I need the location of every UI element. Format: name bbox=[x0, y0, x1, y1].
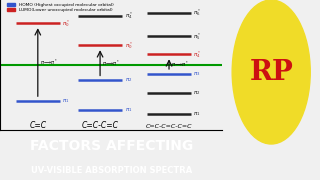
Text: $\pi_1$: $\pi_1$ bbox=[194, 110, 201, 118]
Text: FACTORS AFFECTING: FACTORS AFFECTING bbox=[29, 139, 193, 153]
Text: C=C-C=C-C=C: C=C-C=C-C=C bbox=[146, 124, 192, 129]
Text: C=C-C=C: C=C-C=C bbox=[82, 121, 119, 130]
Text: $\pi_6^*$: $\pi_6^*$ bbox=[194, 8, 202, 18]
Text: $\pi_5^*$: $\pi_5^*$ bbox=[194, 31, 202, 42]
Text: $\pi_1$: $\pi_1$ bbox=[124, 106, 132, 114]
Text: C=C: C=C bbox=[29, 121, 46, 130]
Text: $\pi\!\longrightarrow\!\pi^*$: $\pi\!\longrightarrow\!\pi^*$ bbox=[102, 58, 120, 68]
Text: $\pi\!\longrightarrow\!\pi^*$: $\pi\!\longrightarrow\!\pi^*$ bbox=[40, 58, 58, 67]
Text: $\pi_4^*$: $\pi_4^*$ bbox=[194, 49, 202, 60]
Circle shape bbox=[232, 0, 310, 144]
Text: $\pi_2$: $\pi_2$ bbox=[124, 76, 132, 84]
Text: $\pi\!\longrightarrow\!\pi^*$: $\pi\!\longrightarrow\!\pi^*$ bbox=[171, 60, 189, 69]
Text: RP: RP bbox=[249, 58, 293, 86]
Text: $\pi_2$: $\pi_2$ bbox=[194, 89, 201, 97]
Text: $\pi_0^*$: $\pi_0^*$ bbox=[124, 40, 133, 51]
Text: UV-VISIBLE ABSORPTION SPECTRA: UV-VISIBLE ABSORPTION SPECTRA bbox=[31, 166, 192, 176]
Legend: HOMO (Highest occupied molecular orbital), LUMO(Lower unoccupied molecular orbit: HOMO (Highest occupied molecular orbital… bbox=[7, 2, 114, 13]
Text: $\pi_1$: $\pi_1$ bbox=[62, 97, 70, 105]
Text: $\pi_0^*$: $\pi_0^*$ bbox=[62, 18, 70, 29]
Text: $\pi_4^*$: $\pi_4^*$ bbox=[124, 10, 133, 21]
Text: $\pi_3$: $\pi_3$ bbox=[194, 70, 201, 78]
